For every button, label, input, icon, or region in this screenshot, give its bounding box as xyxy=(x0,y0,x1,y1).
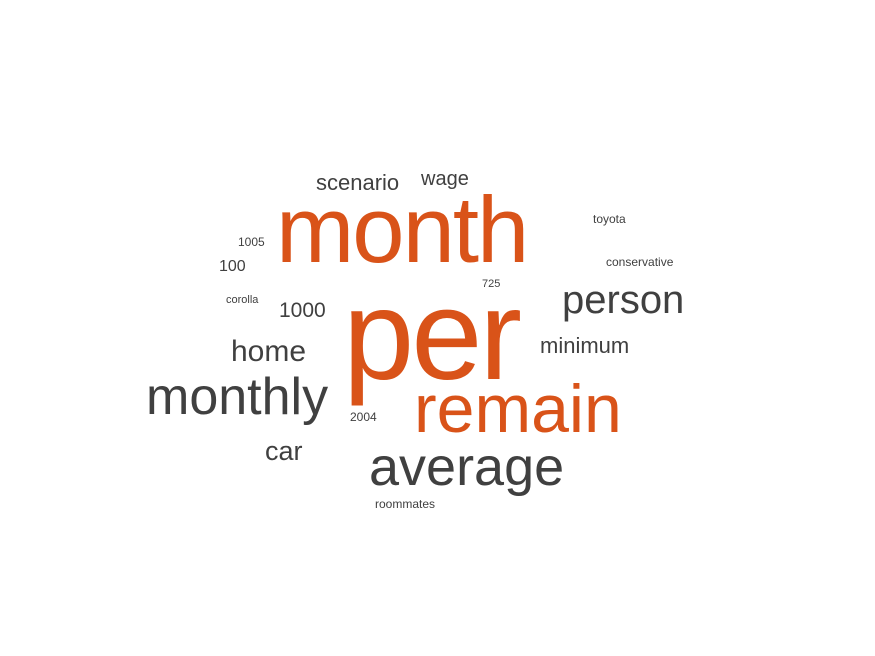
word-minimum: minimum xyxy=(540,333,630,358)
word-wage: wage xyxy=(421,168,469,190)
word-725: 725 xyxy=(482,278,501,290)
word-corolla: corolla xyxy=(226,294,259,306)
word-car: car xyxy=(265,436,303,466)
word-toyota: toyota xyxy=(593,212,626,226)
word-person: person xyxy=(562,278,685,322)
word-1005: 1005 xyxy=(238,235,265,249)
word-average: average xyxy=(369,437,565,497)
word-100: 100 xyxy=(219,258,246,275)
word-home: home xyxy=(231,335,307,368)
word-monthly: monthly xyxy=(146,368,329,426)
word-roommates: roommates xyxy=(375,497,436,511)
word-per: per xyxy=(343,264,522,407)
word-conservative: conservative xyxy=(606,255,674,269)
word-scenario: scenario xyxy=(316,170,400,195)
word-2004: 2004 xyxy=(350,410,377,424)
word-remain: remain xyxy=(414,371,622,447)
word-1000: 1000 xyxy=(279,299,326,322)
word-month: month xyxy=(276,177,529,282)
